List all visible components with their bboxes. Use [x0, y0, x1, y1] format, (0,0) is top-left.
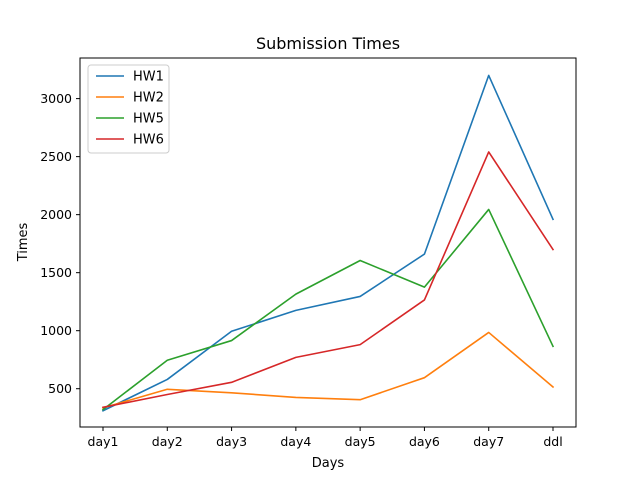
- x-tick-label: day3: [216, 434, 247, 449]
- x-axis-label: Days: [312, 456, 345, 471]
- x-tick-label: ddl: [543, 434, 562, 449]
- series-line-hw2: [102, 331, 555, 409]
- y-tick-label: 2000: [40, 207, 72, 222]
- x-tick-label: day2: [152, 434, 183, 449]
- legend-label-hw1: HW1: [133, 70, 164, 85]
- y-tick-label: 1500: [40, 265, 72, 280]
- legend-label-hw6: HW6: [133, 133, 164, 148]
- x-axis: day1 day2 day3 day4 day5 day6 day7 ddl: [88, 427, 563, 449]
- x-tick-label: day4: [280, 434, 311, 449]
- y-axis: 500 1000 1500 2000 2500 3000: [40, 91, 80, 396]
- x-tick-label: day6: [409, 434, 440, 449]
- legend: HW1 HW2 HW5 HW6: [87, 64, 170, 154]
- x-tick-label: day5: [345, 434, 376, 449]
- chart-title: Submission Times: [256, 34, 400, 53]
- y-tick-label: 1000: [40, 323, 72, 338]
- series-line-hw6: [102, 151, 555, 409]
- legend-label-hw2: HW2: [133, 91, 164, 106]
- legend-label-hw5: HW5: [133, 112, 164, 127]
- x-tick-label: day1: [88, 434, 119, 449]
- legend-box: [87, 64, 170, 154]
- series-line-hw1: [101, 74, 555, 412]
- x-tick-label: day7: [473, 434, 504, 449]
- plot-area: [79, 57, 577, 428]
- series-line-hw5: [101, 208, 555, 411]
- y-axis-label: Times: [16, 222, 31, 262]
- y-tick-label: 500: [48, 381, 72, 396]
- series-lines: [101, 74, 555, 412]
- y-tick-label: 3000: [40, 91, 72, 106]
- y-tick-label: 2500: [40, 149, 72, 164]
